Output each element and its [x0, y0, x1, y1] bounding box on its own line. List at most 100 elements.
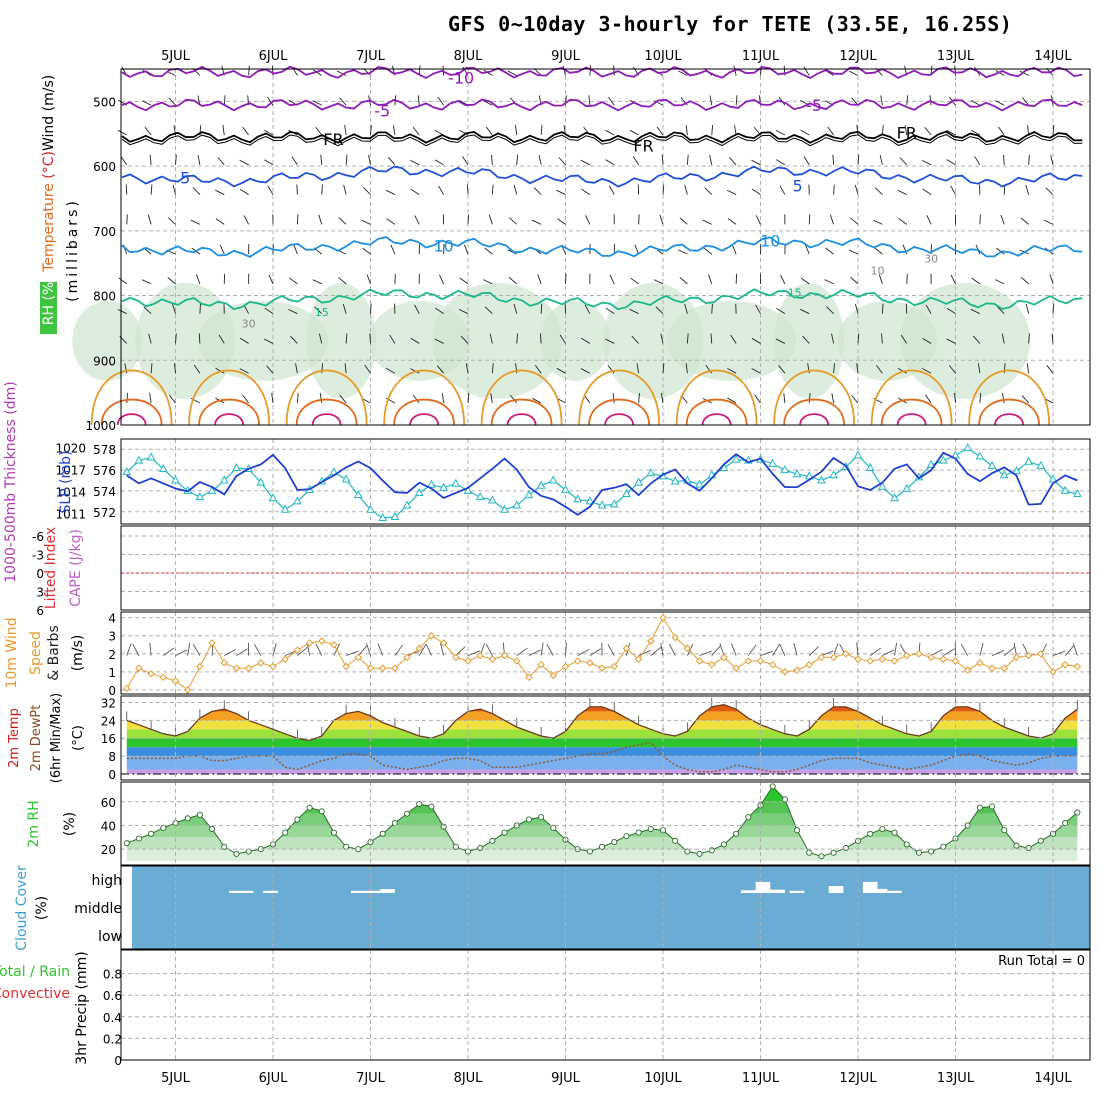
wind-barb [805, 244, 810, 255]
thickness-marker [427, 479, 436, 488]
wind-barb [414, 215, 420, 225]
wind-speed-marker [683, 644, 692, 653]
wind-barb [1025, 303, 1030, 314]
wind-barb [710, 333, 713, 344]
wind-barb [1027, 125, 1030, 136]
warm-contour [675, 369, 758, 426]
wind-barb [491, 154, 493, 165]
wind-barb [289, 277, 298, 285]
rh-band [126, 801, 1078, 814]
wind-barb [685, 363, 688, 374]
wind-barb [1019, 70, 1029, 76]
wind-barb [897, 189, 907, 195]
wind-barb [514, 125, 518, 136]
wind-barb [581, 337, 591, 344]
wind-barb [702, 219, 712, 225]
wind-speed-marker [537, 660, 545, 669]
wind-barb [821, 650, 834, 657]
rh-marker [1074, 809, 1081, 816]
wind-speed-marker [183, 686, 192, 694]
wind-barb [735, 95, 738, 106]
wind-barb [254, 644, 262, 656]
rh-marker [647, 825, 654, 833]
wind-barb [117, 308, 127, 315]
rh-marker [209, 825, 216, 833]
wind-barb [197, 154, 201, 165]
wind-barb [168, 97, 176, 106]
wind-speed-marker [756, 657, 765, 665]
wind-speed-marker [366, 664, 375, 672]
y-tick-label: 578 [93, 443, 116, 457]
x-tick-label-bottom: 9JUL [551, 1071, 581, 1086]
rh-marker [867, 830, 874, 837]
cloud-panel: high middle low [74, 866, 1090, 949]
wind-speed-marker [513, 657, 521, 665]
wind-barb [605, 159, 615, 166]
wind-barb [1052, 125, 1055, 136]
wind-barb [850, 276, 859, 285]
wind-barb [338, 217, 347, 225]
x-tick-label-top: 14JUL [1034, 49, 1072, 64]
wind-barb [168, 394, 176, 404]
temp-contour [121, 130, 1083, 144]
wind-barb [668, 643, 676, 656]
rh2m-frame [120, 781, 1091, 866]
wind-speed-marker [196, 662, 204, 671]
wind-speed-marker [525, 673, 533, 682]
x-tick-label-bottom: 8JUL [454, 1071, 484, 1086]
wind-barb [829, 214, 835, 225]
wind-barb [1025, 184, 1030, 195]
wind-barb [1049, 274, 1054, 285]
wind-barb [711, 303, 713, 314]
wind-barb [605, 129, 615, 136]
wind-barb [970, 99, 981, 106]
y-tick-label: 574 [93, 485, 116, 499]
wind-speed-marker [671, 633, 679, 642]
thickness-marker [366, 504, 375, 513]
wind-barb [441, 393, 445, 404]
wind-barb [290, 335, 298, 344]
wind-barb [661, 154, 664, 165]
wind-speed-marker [744, 657, 753, 665]
axis-title-cloud: Cloud Cover [14, 865, 30, 951]
wind-barb [898, 218, 908, 225]
y-tick-label: 0 [108, 768, 116, 782]
rh-marker [794, 827, 801, 834]
wind-speed-marker [123, 684, 131, 692]
rh-marker [1001, 827, 1008, 834]
run-total-label: Run Total = 0 [998, 954, 1085, 969]
wind-barb [906, 273, 908, 284]
wind-barb [943, 648, 955, 657]
rh-shading [666, 300, 797, 381]
y-tick-label: 0.8 [103, 968, 122, 982]
wind-barb [925, 304, 932, 314]
temp-band [126, 729, 1078, 739]
wind-barb [824, 279, 834, 285]
thickness-marker [390, 511, 400, 520]
wind-speed-marker [988, 664, 996, 672]
contour-label: FR [323, 130, 343, 149]
wind-barb [516, 154, 519, 165]
wind-speed-marker [1049, 668, 1057, 676]
wind-barb [437, 96, 444, 106]
wind-barb [314, 306, 323, 314]
wind-barb [803, 156, 810, 166]
x-tick-label-bottom: 6JUL [259, 1071, 289, 1086]
temp-band [126, 704, 1078, 712]
wind-barb [808, 392, 811, 404]
wind-barb [950, 274, 956, 285]
thickness-marker [378, 512, 388, 522]
contour-label: FR [633, 136, 653, 155]
wind-barb [609, 274, 615, 285]
rh-marker [599, 843, 606, 850]
thickness-marker [926, 459, 936, 468]
axis-title-thickness: 1000-500mb Thickness (dm) [3, 381, 19, 582]
rh-band [126, 849, 1078, 861]
wind-barb [150, 184, 153, 195]
wind-barb [243, 215, 250, 225]
wind-speed-marker [549, 671, 558, 680]
thickness-marker [207, 485, 217, 494]
precip-panel: 0 0.2 0.4 0.6 0.8 Run Total = 0 Total / Rain Co… [0, 950, 1090, 1068]
thickness-marker [158, 463, 168, 473]
temp-contour [121, 165, 1083, 188]
